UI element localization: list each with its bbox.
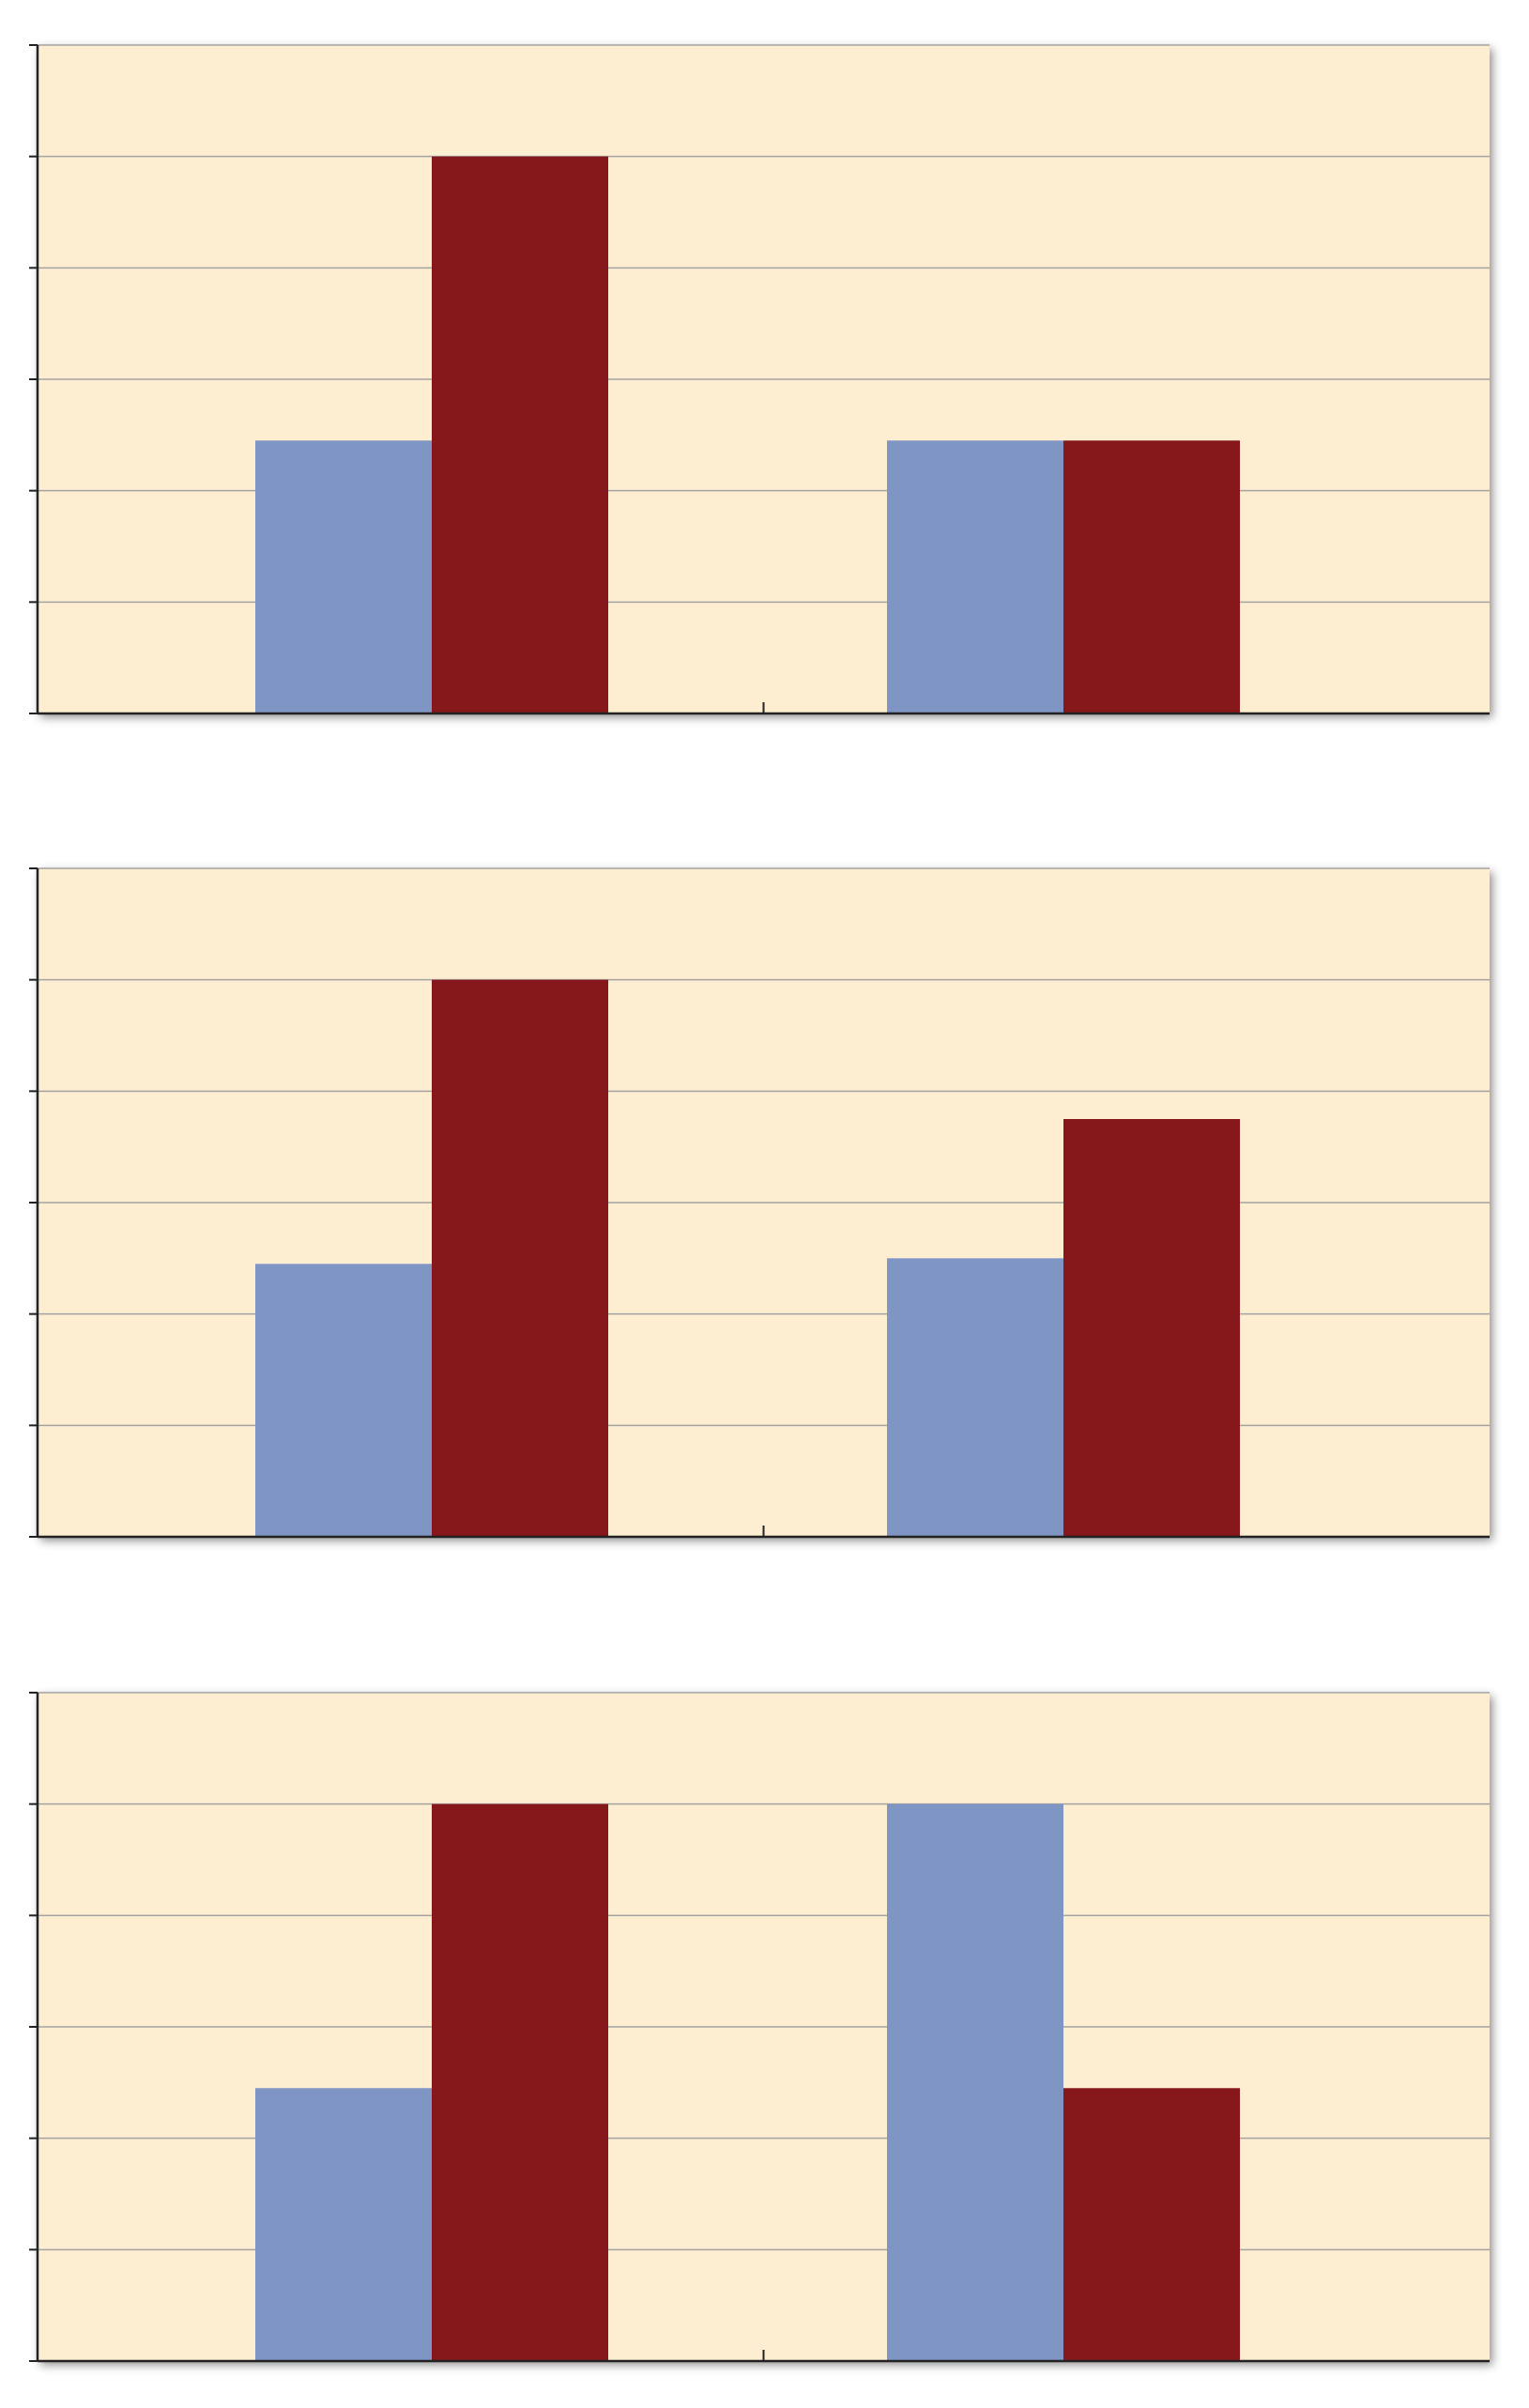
bar-series-2-category-1 xyxy=(432,156,608,713)
bar-series-2-category-2 xyxy=(1063,1119,1240,1537)
bar-series-2-category-2 xyxy=(1063,440,1240,713)
bar-chart-3 xyxy=(29,1692,1490,2363)
bar-series-1-category-2 xyxy=(887,1258,1063,1537)
bar-series-1-category-2 xyxy=(887,1803,1063,2361)
bar-series-1-category-2 xyxy=(887,440,1063,713)
bar-series-1-category-1 xyxy=(255,1264,432,1537)
bar-series-2-category-2 xyxy=(1063,2088,1240,2361)
bar-chart-1 xyxy=(29,44,1490,715)
bar-series-2-category-1 xyxy=(432,1803,608,2361)
bar-series-2-category-1 xyxy=(432,979,608,1537)
bar-series-1-category-1 xyxy=(255,440,432,713)
bar-series-1-category-1 xyxy=(255,2088,432,2361)
bar-chart-2 xyxy=(29,867,1490,1539)
